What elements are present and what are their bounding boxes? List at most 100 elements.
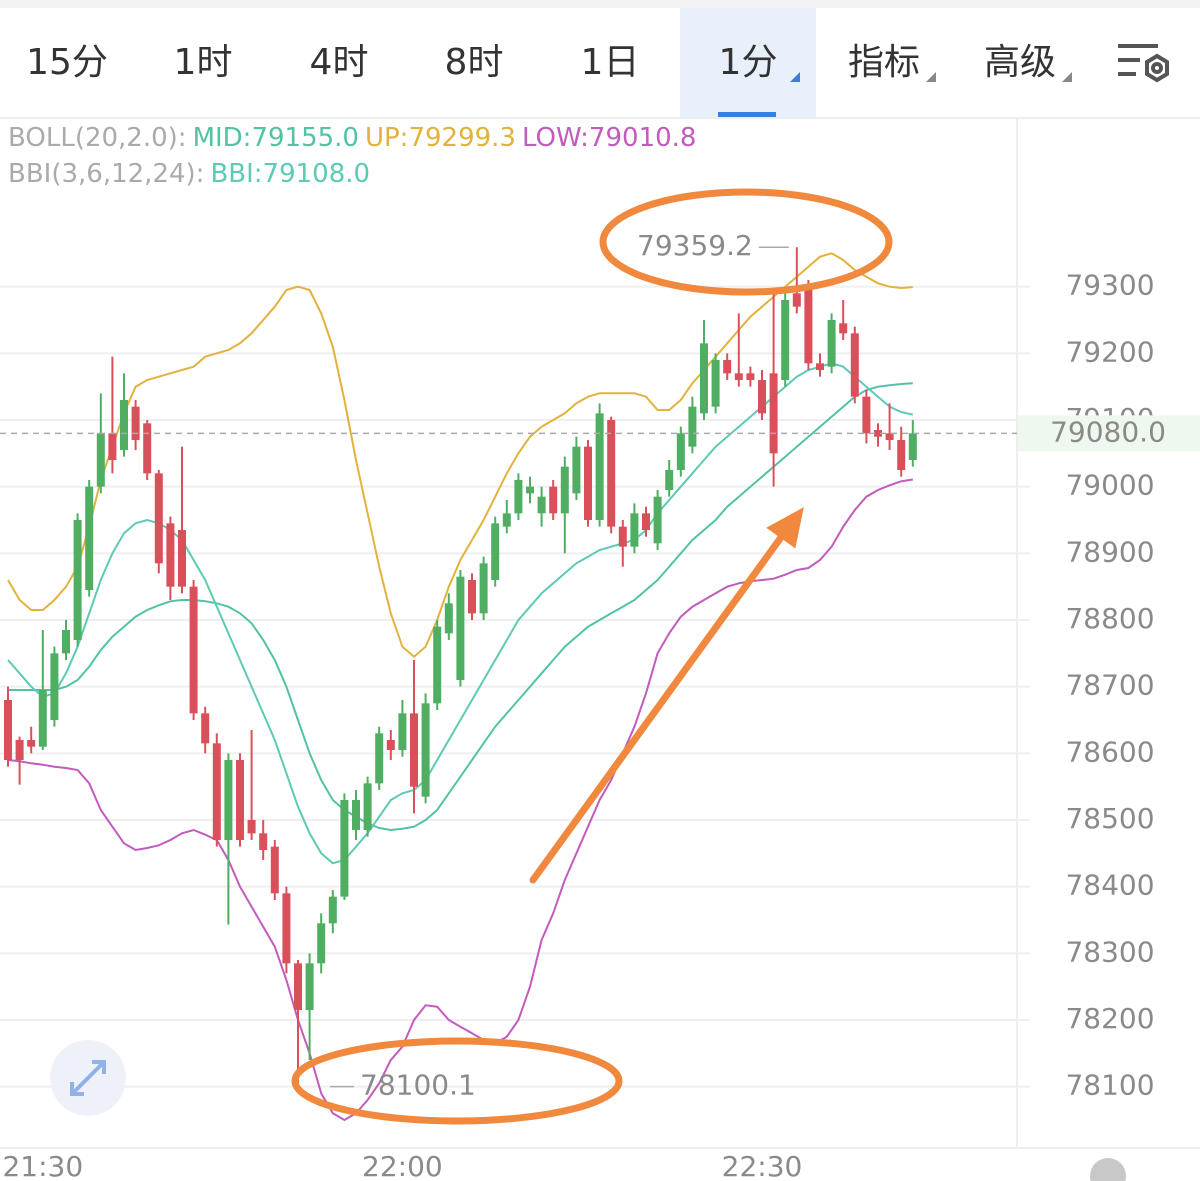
candle-body <box>73 520 82 640</box>
candle-body <box>96 433 105 487</box>
settings-icon[interactable] <box>1118 44 1169 83</box>
y-tick-label: 78900 <box>1065 535 1154 568</box>
candle-body <box>839 323 848 334</box>
candle-body <box>711 360 720 407</box>
candle-body <box>433 626 442 704</box>
dropdown-caret <box>1062 72 1072 82</box>
legend-item: MID:79155.0 <box>193 123 359 153</box>
candle-body <box>874 430 882 437</box>
candle-body <box>862 396 871 434</box>
candle-body <box>758 380 766 414</box>
candle-body <box>224 760 233 840</box>
candle-body <box>386 740 395 750</box>
candle-body <box>549 486 558 514</box>
candle-body <box>908 433 917 460</box>
candle-body <box>468 580 476 614</box>
high-label: 79359.2 <box>637 229 753 262</box>
candle-body <box>154 473 163 564</box>
tab[interactable]: 指标 <box>848 42 920 83</box>
y-tick-label: 78300 <box>1065 935 1154 968</box>
candle-body <box>120 400 128 450</box>
tab[interactable]: 1日 <box>581 42 640 83</box>
candle-body <box>560 466 569 514</box>
y-tick-label: 79000 <box>1065 469 1154 502</box>
indicator-line <box>8 382 913 832</box>
candle-body <box>885 433 894 440</box>
candle-body <box>723 360 732 374</box>
y-tick-label: 78200 <box>1065 1002 1154 1035</box>
k-button[interactable] <box>1090 1158 1126 1181</box>
candle-body <box>816 363 824 370</box>
candle-body <box>62 630 70 654</box>
candle-body <box>247 820 256 834</box>
candle-body <box>421 703 430 797</box>
candle-body <box>618 526 627 547</box>
candle-body <box>827 320 836 367</box>
candles <box>4 247 917 1087</box>
tab[interactable]: 8时 <box>445 42 504 83</box>
indicator-line <box>7 478 913 1122</box>
axis-labels: 78100 78200 78300 78400 78500 78600 78700 78800… <box>0 229 1200 1181</box>
candle-body <box>537 496 546 514</box>
x-tick-label: 22:00 <box>362 1150 443 1181</box>
indicator-line <box>7 252 913 659</box>
grid <box>0 285 1030 1088</box>
candle-body <box>143 423 152 474</box>
legend-bbi: BBI(3,6,12,24): BBI:79108.0 <box>8 159 370 189</box>
candle-body <box>502 513 511 527</box>
candle-body <box>38 690 47 747</box>
y-tick-label: 79300 <box>1065 269 1154 302</box>
candle-body <box>653 496 662 544</box>
candle-body <box>572 446 581 494</box>
candle-body <box>352 800 360 830</box>
candle-body <box>734 373 743 380</box>
candle-body <box>212 743 221 840</box>
candle-body <box>410 713 418 787</box>
y-tick-label: 78400 <box>1065 869 1154 902</box>
candle-body <box>166 523 175 587</box>
current-price-label: 79080.0 <box>1050 415 1166 448</box>
candle-body <box>688 406 697 447</box>
dropdown-caret <box>790 72 800 82</box>
y-tick-label: 78800 <box>1065 602 1154 635</box>
candle-body <box>607 420 616 527</box>
candle-body <box>50 653 59 720</box>
candle-body <box>305 963 314 1010</box>
tab[interactable]: 1时 <box>174 42 233 83</box>
y-tick-label: 78100 <box>1065 1069 1154 1102</box>
candle-body <box>781 300 790 380</box>
dropdown-caret <box>926 72 936 82</box>
tab[interactable]: 15分 <box>26 42 108 83</box>
tab[interactable]: 高级 <box>984 42 1056 83</box>
legend-boll: BOLL(20,2.0): MID:79155.0 UP:79299.3 LOW:79… <box>8 123 696 153</box>
candle-body <box>189 586 198 714</box>
candle-body <box>456 576 465 680</box>
candle-body <box>804 286 813 364</box>
legend-label: BOLL(20,2.0): <box>8 123 187 153</box>
legend-item: BBI:79108.0 <box>210 159 370 189</box>
tab[interactable]: 1分 <box>719 42 778 83</box>
selected-tab-bg <box>680 8 816 118</box>
status-strip <box>0 0 1200 8</box>
candle-body <box>201 713 210 744</box>
candle-body <box>85 486 94 590</box>
annotation-highlights <box>291 188 893 1125</box>
candle-body <box>642 513 650 530</box>
candle-body <box>584 446 592 520</box>
candle-body <box>746 373 755 380</box>
y-tick-label: 78600 <box>1065 735 1154 768</box>
expand-button[interactable] <box>50 1040 126 1116</box>
candle-body <box>850 333 859 397</box>
tab[interactable]: 4时 <box>310 42 369 83</box>
current-price-box <box>1018 415 1200 452</box>
legend-item: LOW:79010.8 <box>522 123 696 153</box>
candle-body <box>792 293 801 307</box>
candle-body <box>444 603 453 634</box>
x-tick-label: 21:30 <box>2 1150 83 1181</box>
candle-body <box>4 700 12 760</box>
x-tick-label: 22:30 <box>722 1150 803 1181</box>
legend-item: UP:79299.3 <box>365 123 516 153</box>
candle-body <box>665 470 674 490</box>
candle-body <box>282 893 291 964</box>
